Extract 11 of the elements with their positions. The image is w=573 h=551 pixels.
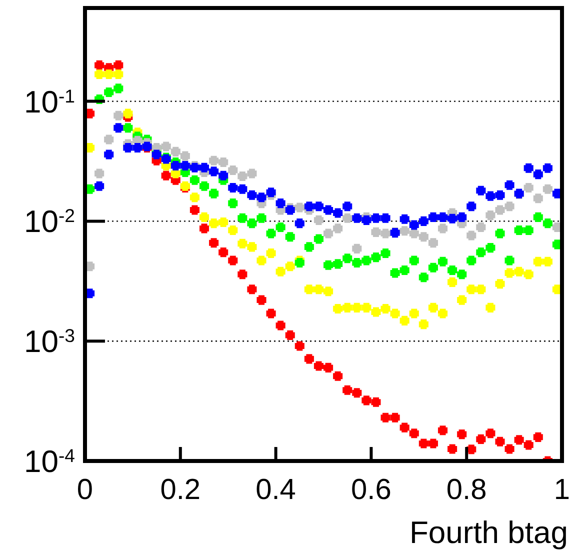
- y-tick-label: 10$^{-4}$: [24, 444, 75, 479]
- x-tick-label: 0.6: [351, 474, 392, 506]
- x-tick-label: 0: [76, 474, 94, 506]
- y-tick-label: 10$^{-3}$: [24, 324, 75, 360]
- x-tick-label: 0.4: [256, 474, 296, 506]
- x-axis-title: Fourth btag: [409, 515, 568, 550]
- y-tick-label: 10$^{-1}$: [24, 84, 75, 120]
- x-tick-label: 0.8: [446, 474, 487, 506]
- y-tick-label: 10$^{-2}$: [24, 204, 75, 240]
- x-tick-label: 0.2: [160, 474, 201, 506]
- x-tick-label: 1: [554, 474, 570, 506]
